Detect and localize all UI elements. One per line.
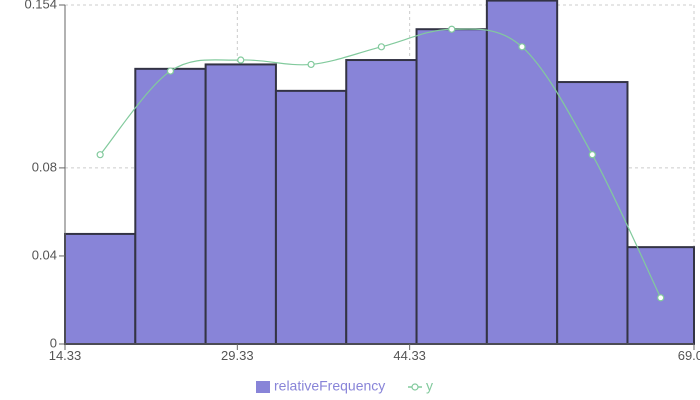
x-tick-label-3: 69.08	[678, 348, 700, 363]
legend-label-y[interactable]: y	[426, 378, 433, 394]
histogram-bar-0[interactable]	[64, 232, 137, 345]
legend-marker-y	[411, 383, 419, 391]
line-point-6[interactable]	[518, 43, 526, 51]
line-point-5[interactable]	[448, 25, 456, 33]
histogram-bar-4[interactable]	[345, 59, 418, 345]
line-point-3[interactable]	[307, 60, 315, 69]
histogram-bar-3[interactable]	[274, 89, 348, 345]
x-tick-label-0: 14.33	[49, 348, 82, 363]
line-point-1[interactable]	[166, 67, 175, 75]
legend-swatch-relativeFrequency	[256, 381, 270, 393]
legend-label-relativeFrequency[interactable]: relativeFrequency	[274, 378, 385, 394]
x-tick-label-1: 29.33	[221, 348, 254, 363]
line-point-8[interactable]	[657, 294, 665, 302]
line-point-4[interactable]	[377, 43, 385, 51]
y-tick-label-2: 0.08	[32, 159, 57, 174]
y-tick-label-3: 0.154	[24, 0, 57, 11]
density-line	[96, 25, 665, 302]
histogram-bar-2[interactable]	[204, 63, 277, 346]
y-tick-label-1: 0.04	[32, 247, 57, 262]
histogram-bar-6[interactable]	[485, 0, 559, 345]
x-tick-label-2: 44.33	[393, 348, 426, 363]
line-point-0[interactable]	[96, 151, 104, 159]
histogram-bars	[64, 0, 695, 346]
y-tick-label-0: 0	[50, 335, 57, 350]
legend: relativeFrequency y	[256, 378, 433, 394]
line-point-7[interactable]	[588, 151, 596, 159]
histogram-bar-1[interactable]	[134, 67, 207, 345]
histogram-bar-5[interactable]	[415, 28, 488, 345]
line-point-2[interactable]	[237, 56, 245, 64]
histogram-bar-7[interactable]	[556, 81, 629, 346]
axes: 0 0.04 0.08 0.154 14.33 29.33 44.33 69.08	[24, 0, 700, 363]
